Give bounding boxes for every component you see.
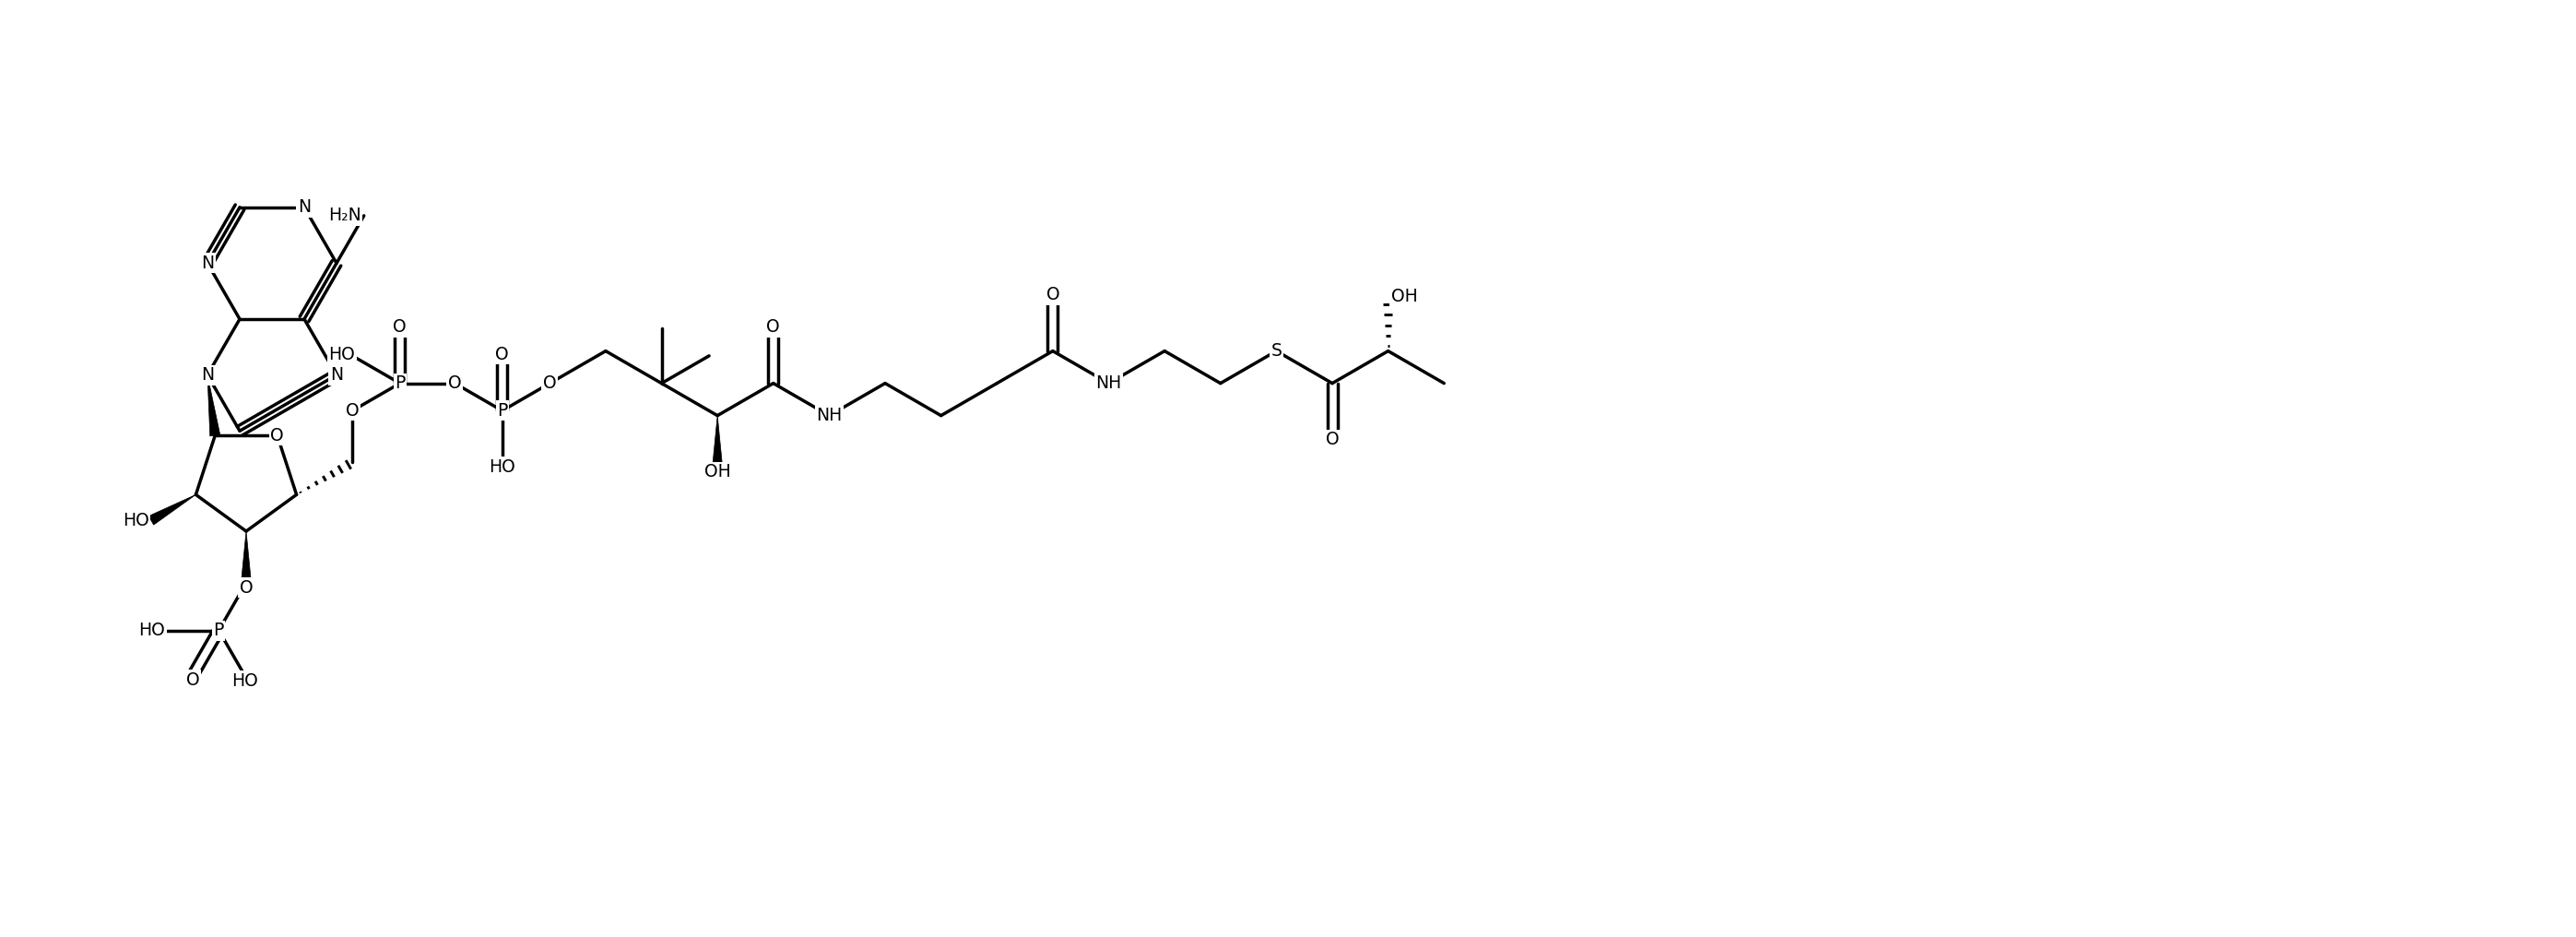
Text: O: O [1327,431,1340,448]
Text: P: P [214,621,224,639]
Text: O: O [495,346,510,364]
Polygon shape [149,495,196,525]
Text: N: N [201,255,214,272]
Text: S: S [1270,342,1283,360]
Text: O: O [240,579,252,596]
Text: N: N [299,199,312,216]
Text: N: N [330,366,343,384]
Text: P: P [394,375,404,392]
Polygon shape [714,416,721,468]
Text: OH: OH [703,463,732,481]
Text: HO: HO [489,458,515,476]
Text: O: O [394,319,407,335]
Text: O: O [768,319,781,335]
Text: O: O [544,375,556,392]
Text: HO: HO [124,512,149,529]
Polygon shape [209,375,219,436]
Text: O: O [1046,286,1059,304]
Text: O: O [345,402,358,420]
Text: H₂N: H₂N [327,207,361,225]
Text: HO: HO [232,672,258,690]
Text: HO: HO [139,621,165,639]
Text: NH: NH [817,407,842,424]
Text: OH: OH [1391,288,1417,305]
Text: NH: NH [1095,375,1121,392]
Text: P: P [497,402,507,420]
Text: O: O [185,671,201,689]
Text: N: N [201,366,214,384]
Text: O: O [270,426,283,444]
Text: O: O [448,375,461,392]
Text: HO: HO [330,346,355,364]
Polygon shape [242,531,252,583]
